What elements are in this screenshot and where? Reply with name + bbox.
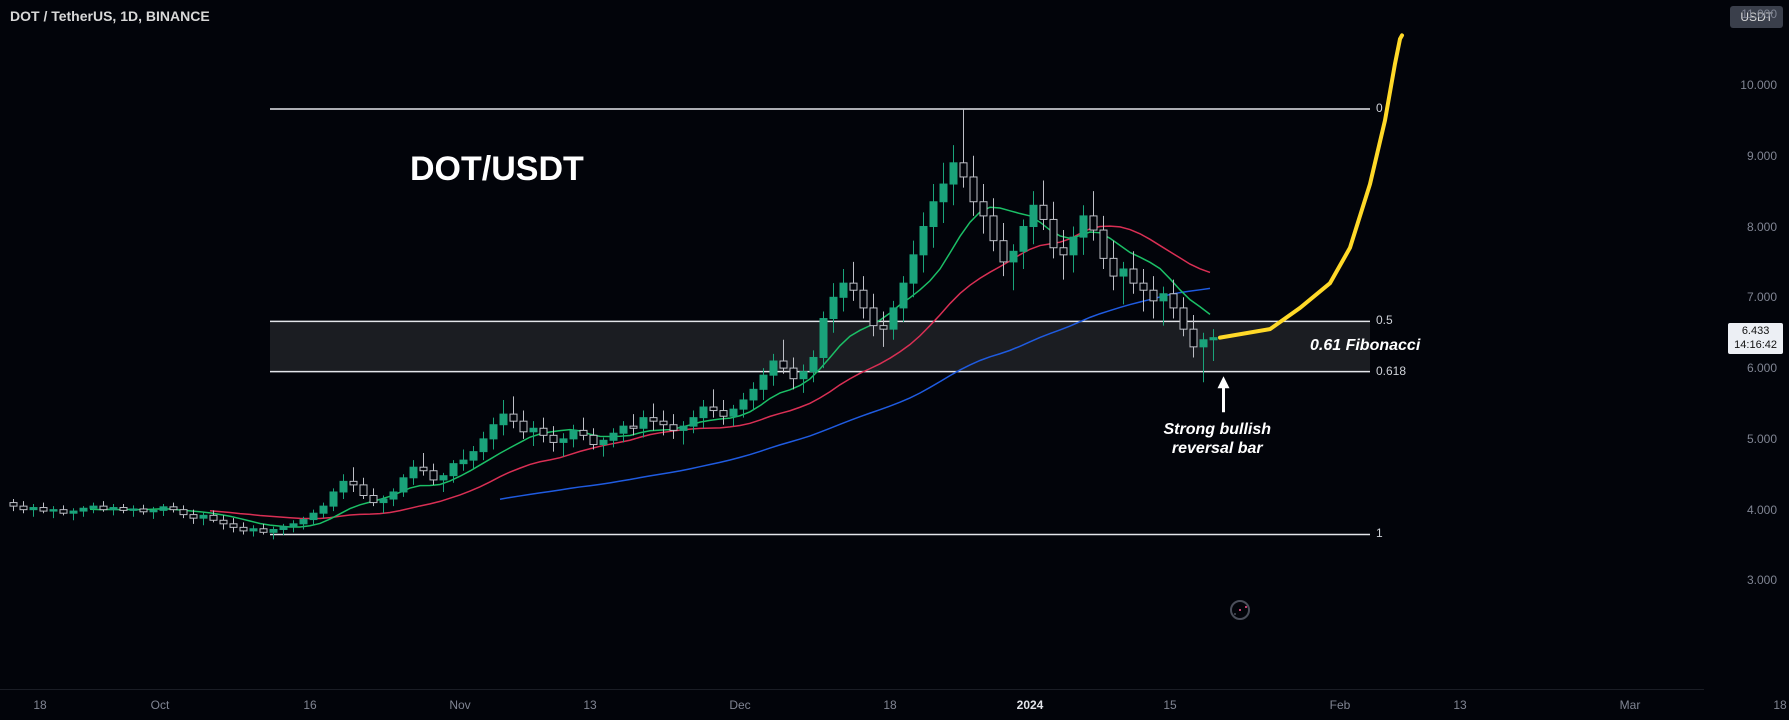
x-axis-tick: 2024: [1017, 698, 1044, 712]
y-axis-tick: 4.000: [1747, 503, 1777, 517]
x-axis-tick: Nov: [449, 698, 470, 712]
x-axis-tick: 18: [1773, 698, 1786, 712]
fib-level-label: 1: [1376, 526, 1383, 540]
y-axis-tick: 10.000: [1740, 78, 1777, 92]
x-axis-tick: 15: [1163, 698, 1176, 712]
chart-container: DOT / TetherUS, 1D, BINANCE USDT DOT/USD…: [0, 0, 1789, 720]
x-axis-tick: Oct: [151, 698, 170, 712]
x-axis-tick: 18: [883, 698, 896, 712]
ghost-icon[interactable]: [1230, 600, 1250, 620]
y-axis-tick: 7.000: [1747, 290, 1777, 304]
time-axis-separator: [0, 689, 1704, 690]
y-axis-tick: 8.000: [1747, 220, 1777, 234]
x-axis-tick: 18: [33, 698, 46, 712]
x-axis-tick: 13: [583, 698, 596, 712]
x-axis-tick: Mar: [1620, 698, 1641, 712]
x-axis-tick: 13: [1453, 698, 1466, 712]
y-axis-tick: 5.000: [1747, 432, 1777, 446]
fib-annotation: 0.61 Fibonacci: [1310, 337, 1420, 355]
current-price: 6.433: [1734, 325, 1777, 338]
y-axis-tick: 11.000: [1741, 7, 1777, 21]
current-price-box: 6.433 14:16:42: [1728, 323, 1783, 353]
chart-svg[interactable]: [0, 0, 1789, 720]
x-axis-tick: 16: [303, 698, 316, 712]
x-axis-tick: Dec: [729, 698, 750, 712]
y-axis-tick: 9.000: [1747, 149, 1777, 163]
countdown-timer: 14:16:42: [1734, 339, 1777, 352]
reversal-annotation: Strong bullishreversal bar: [1164, 420, 1272, 458]
fib-level-label: 0: [1376, 101, 1383, 115]
x-axis-tick: Feb: [1330, 698, 1351, 712]
y-axis-tick: 3.000: [1747, 573, 1777, 587]
y-axis-tick: 6.000: [1747, 361, 1777, 375]
fib-level-label: 0.618: [1376, 364, 1406, 378]
fib-level-label: 0.5: [1376, 313, 1393, 327]
